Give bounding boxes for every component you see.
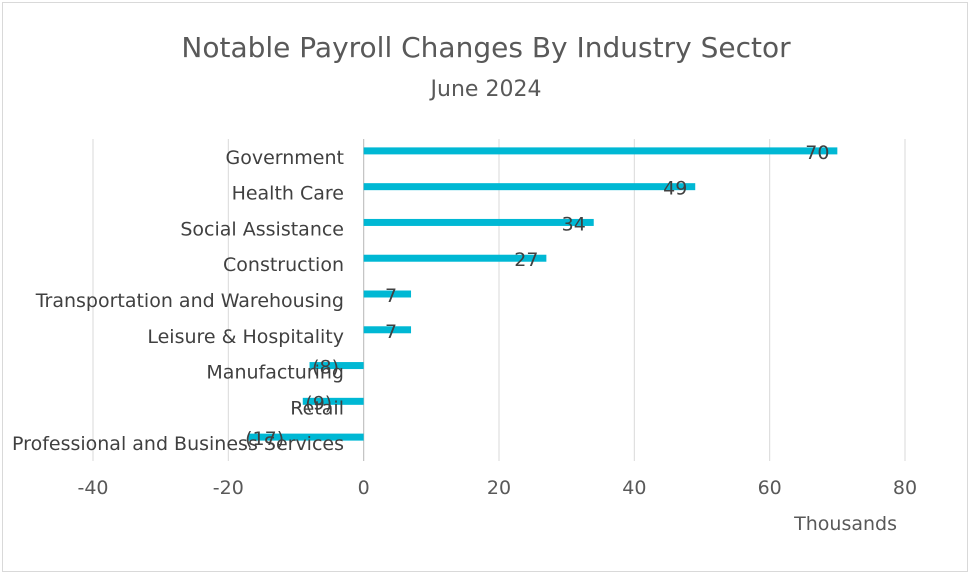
data-label: 34 (562, 213, 586, 235)
x-tick-label: -40 (77, 477, 108, 499)
bar (363, 290, 412, 298)
category-label: Retail (290, 397, 344, 419)
bar (248, 433, 364, 441)
bar (363, 183, 696, 191)
bar (302, 397, 364, 405)
chart-title: Notable Payroll Changes By Industry Sect… (181, 31, 791, 64)
category-label: Manufacturing (206, 362, 344, 384)
data-label: 49 (663, 178, 687, 200)
data-label: 27 (514, 249, 538, 271)
bar (309, 362, 364, 370)
x-tick-label: 80 (893, 477, 917, 499)
category-label: Transportation and Warehousing (35, 290, 344, 312)
x-tick-label: 60 (758, 477, 782, 499)
x-axis-title: Thousands (793, 513, 897, 535)
x-tick-label: 0 (358, 477, 370, 499)
data-label: 70 (805, 142, 829, 164)
bar (363, 326, 412, 334)
data-label: (9) (305, 392, 332, 414)
category-label: Social Assistance (180, 218, 344, 240)
category-label: Health Care (232, 183, 344, 205)
data-label: (17) (245, 428, 284, 450)
bar (363, 147, 838, 155)
data-label: (8) (312, 357, 339, 379)
data-label: 7 (385, 321, 397, 343)
category-label: Construction (223, 254, 344, 276)
bar (363, 254, 547, 262)
bar-chart: Notable Payroll Changes By Industry Sect… (12, 31, 917, 535)
category-label: Government (226, 147, 345, 169)
x-tick-label: 20 (487, 477, 511, 499)
x-tick-label: 40 (622, 477, 646, 499)
category-label: Leisure & Hospitality (147, 326, 344, 348)
chart-subtitle: June 2024 (429, 77, 542, 102)
x-tick-label: -20 (213, 477, 244, 499)
data-label: 7 (385, 285, 397, 307)
category-label: Professional and Business Services (12, 433, 344, 455)
bar (363, 218, 594, 226)
